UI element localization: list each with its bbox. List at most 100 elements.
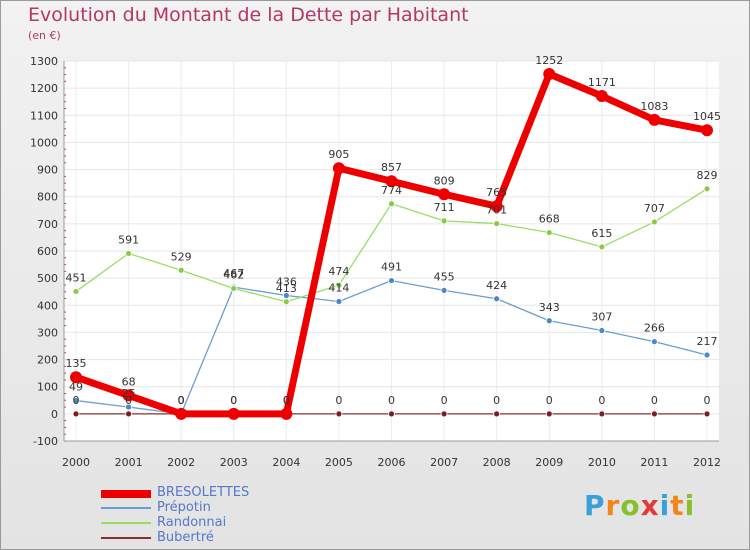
y-tick-label: 300 — [37, 326, 58, 339]
y-tick-label: 1200 — [30, 82, 58, 95]
data-label: 701 — [486, 204, 507, 217]
data-label: 0 — [230, 394, 237, 407]
legend: BRESOLETTES Prépotin Randonnai Bubertré — [101, 485, 301, 546]
data-point — [175, 407, 188, 420]
data-label: 217 — [697, 335, 718, 348]
x-tick-label: 2006 — [378, 456, 406, 469]
legend-swatch — [101, 522, 151, 524]
data-point — [125, 410, 132, 418]
data-point — [72, 410, 80, 418]
data-point — [440, 217, 448, 225]
data-label: 615 — [591, 227, 612, 240]
data-point — [545, 410, 553, 418]
data-label: 0 — [125, 394, 132, 407]
data-label: 1171 — [588, 76, 616, 89]
data-label: 414 — [328, 281, 349, 294]
data-label: 0 — [441, 394, 448, 407]
data-label: 0 — [651, 394, 658, 407]
data-label: 0 — [388, 394, 395, 407]
data-label: 0 — [598, 394, 605, 407]
data-point — [545, 229, 553, 236]
data-label: 474 — [328, 265, 349, 278]
data-point — [703, 351, 711, 359]
data-label: 0 — [283, 394, 290, 407]
y-tick-label: 900 — [37, 164, 58, 177]
y-tick-label: 400 — [37, 299, 58, 312]
legend-item-randonnai: Randonnai — [101, 515, 301, 531]
data-label: 765 — [486, 186, 507, 199]
data-point — [230, 285, 238, 292]
y-tick-label: 1300 — [30, 55, 58, 68]
data-label: 0 — [178, 394, 185, 407]
data-point — [388, 277, 395, 284]
data-label: 0 — [704, 394, 711, 407]
y-tick-label: 700 — [37, 218, 58, 231]
data-point — [598, 327, 606, 334]
data-label: 307 — [591, 311, 612, 324]
data-point — [385, 175, 398, 188]
x-tick-label: 2009 — [535, 456, 563, 469]
legend-item-prepotin: Prépotin — [101, 500, 301, 516]
data-label: 668 — [539, 213, 560, 226]
data-point — [280, 407, 293, 420]
data-label: 711 — [434, 201, 455, 214]
data-point — [332, 162, 345, 175]
data-label: 0 — [283, 394, 290, 407]
data-point — [598, 243, 606, 251]
x-tick-label: 2004 — [272, 456, 300, 469]
data-point — [388, 410, 395, 418]
x-tick-label: 2010 — [588, 456, 616, 469]
logo-letter: i — [659, 489, 671, 522]
legend-swatch — [101, 537, 151, 539]
y-tick-label: 800 — [37, 191, 58, 204]
y-tick-label: 1000 — [30, 136, 58, 149]
data-point — [543, 68, 556, 81]
y-tick-label: 1100 — [30, 109, 58, 122]
x-tick-label: 2000 — [62, 456, 90, 469]
chart-title: Evolution du Montant de la Dette par Hab… — [28, 4, 469, 26]
legend-item-bresolettes: BRESOLETTES — [101, 485, 301, 501]
data-label: 451 — [66, 271, 87, 284]
data-label: 591 — [118, 233, 139, 246]
data-point — [438, 188, 451, 201]
data-label: 266 — [644, 322, 665, 335]
y-tick-label: 600 — [37, 245, 58, 258]
data-point — [335, 281, 343, 289]
data-label: 829 — [697, 169, 718, 182]
data-label: 707 — [644, 202, 665, 215]
legend-label: BRESOLETTES — [157, 485, 250, 500]
data-label: 413 — [276, 282, 297, 295]
data-point — [70, 371, 82, 384]
data-label: 0 — [178, 394, 185, 407]
data-label: 529 — [171, 250, 192, 263]
data-label: 25 — [122, 387, 136, 400]
data-label: 436 — [276, 276, 297, 289]
data-point — [651, 338, 658, 346]
data-point — [648, 113, 661, 126]
x-tick-label: 2001 — [115, 456, 143, 469]
data-point — [122, 389, 135, 402]
logo-letter: P — [584, 489, 606, 522]
data-point — [125, 403, 132, 411]
logo-letter: t — [670, 489, 685, 522]
data-point — [388, 200, 395, 208]
data-label: 424 — [486, 279, 507, 292]
data-label: 0 — [178, 394, 185, 407]
data-label: 49 — [69, 381, 83, 394]
data-label: 455 — [434, 270, 455, 283]
x-tick-label: 2003 — [220, 456, 248, 469]
legend-label: Bubertré — [157, 530, 214, 545]
data-point — [125, 250, 132, 257]
legend-item-bubertre: Bubertré — [101, 530, 301, 546]
chart-subtitle: (en €) — [28, 29, 61, 42]
logo-letter: x — [640, 489, 660, 522]
data-point — [493, 220, 501, 227]
x-tick-label: 2002 — [167, 456, 195, 469]
y-tick-label: 200 — [37, 354, 58, 367]
y-tick-label: 0 — [51, 408, 58, 421]
x-tick-label: 2011 — [640, 456, 668, 469]
data-point — [598, 410, 606, 418]
x-tick-label: 2005 — [325, 456, 353, 469]
data-point — [493, 295, 501, 303]
